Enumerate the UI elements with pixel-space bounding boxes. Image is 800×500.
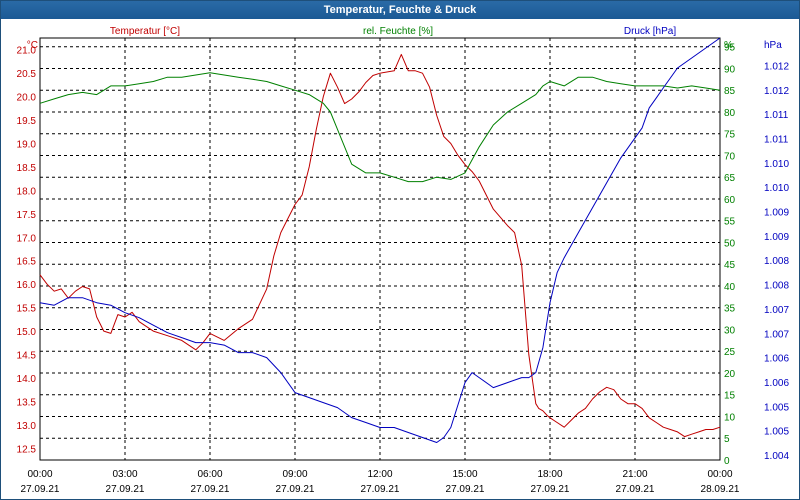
chart-title: Temperatur, Feuchte & Druck <box>1 1 799 19</box>
press-tick-label: 1.008 <box>764 256 789 267</box>
x-tick-date: 27.09.21 <box>446 484 485 495</box>
press-axis-title: Druck [hPa] <box>624 26 676 37</box>
temp-tick-label: 13.0 <box>17 421 37 432</box>
hum-tick-label: 95 <box>724 43 736 54</box>
press-tick-label: 1.012 <box>764 86 789 97</box>
press-tick-label: 1.007 <box>764 329 789 340</box>
temp-tick-label: 13.5 <box>17 397 37 408</box>
press-tick-label: 1.011 <box>764 110 789 121</box>
temp-tick-label: 12.5 <box>17 444 37 455</box>
hum-series-line <box>39 72 721 183</box>
x-tick-time: 18:00 <box>537 469 562 480</box>
temp-tick-label: 21.0 <box>17 46 37 57</box>
press-tick-label: 1.006 <box>764 378 789 389</box>
press-tick-label: 1.010 <box>764 183 789 194</box>
press-tick-label: 1.007 <box>764 305 789 316</box>
hum-tick-label: 65 <box>724 173 736 184</box>
press-tick-label: 1.008 <box>764 281 789 292</box>
hum-tick-label: 25 <box>724 347 736 358</box>
hum-tick-label: 40 <box>724 282 736 293</box>
x-tick-time: 00:00 <box>707 469 732 480</box>
temp-tick-label: 17.5 <box>17 210 37 221</box>
x-tick-time: 15:00 <box>452 469 477 480</box>
hum-tick-label: 50 <box>724 238 736 249</box>
press-tick-label: 1.009 <box>764 208 789 219</box>
hum-tick-label: 70 <box>724 151 736 162</box>
temp-tick-label: 18.0 <box>17 186 37 197</box>
x-tick-time: 12:00 <box>367 469 392 480</box>
x-tick-date: 27.09.21 <box>276 484 315 495</box>
temp-tick-label: 18.5 <box>17 163 37 174</box>
hum-tick-label: 85 <box>724 86 736 97</box>
press-tick-label: 1.006 <box>764 354 789 365</box>
x-tick-date: 27.09.21 <box>106 484 145 495</box>
hum-tick-label: 0 <box>724 456 730 467</box>
hum-tick-label: 10 <box>724 412 736 423</box>
hum-tick-label: 60 <box>724 195 736 206</box>
hum-tick-label: 90 <box>724 64 736 75</box>
temp-tick-label: 14.5 <box>17 351 37 362</box>
x-tick-time: 06:00 <box>197 469 222 480</box>
press-tick-label: 1.005 <box>764 427 789 438</box>
x-tick-date: 27.09.21 <box>191 484 230 495</box>
press-unit-label: hPa <box>764 40 782 51</box>
x-tick-date: 27.09.21 <box>616 484 655 495</box>
hum-axis-title: rel. Feuchte [%] <box>363 26 433 37</box>
temp-unit-label: °C <box>27 40 38 51</box>
hum-unit-label: % <box>724 40 733 51</box>
x-tick-time: 03:00 <box>112 469 137 480</box>
temp-tick-label: 20.5 <box>17 69 37 80</box>
temp-axis-title: Temperatur [°C] <box>110 26 180 37</box>
press-tick-label: 1.011 <box>764 135 789 146</box>
x-tick-date: 28.09.21 <box>701 484 740 495</box>
x-tick-date: 27.09.21 <box>361 484 400 495</box>
temp-tick-label: 15.5 <box>17 304 37 315</box>
hum-tick-label: 45 <box>724 260 736 271</box>
series-layer <box>39 37 721 443</box>
x-tick-time: 00:00 <box>27 469 52 480</box>
press-tick-label: 1.010 <box>764 159 789 170</box>
press-tick-label: 1.012 <box>764 61 789 72</box>
x-tick-time: 09:00 <box>282 469 307 480</box>
temp-tick-label: 16.0 <box>17 280 37 291</box>
hum-tick-label: 75 <box>724 130 736 141</box>
temp-series-line <box>39 53 721 438</box>
labels-layer: 00:00 27.09.21 03:00 27.09.21 06:00 27.09.21 0… <box>17 26 790 495</box>
temp-tick-label: 19.0 <box>17 140 37 151</box>
temp-tick-label: 16.5 <box>17 257 37 268</box>
x-tick-time: 21:00 <box>622 469 647 480</box>
temp-tick-label: 15.0 <box>17 327 37 338</box>
temp-tick-label: 14.0 <box>17 374 37 385</box>
hum-tick-label: 30 <box>724 325 736 336</box>
temp-tick-label: 17.0 <box>17 233 37 244</box>
press-series-line <box>39 37 721 443</box>
hum-tick-label: 5 <box>724 434 730 445</box>
x-tick-date: 27.09.21 <box>531 484 570 495</box>
hum-tick-label: 15 <box>724 391 736 402</box>
temp-tick-label: 20.0 <box>17 93 37 104</box>
hum-tick-label: 35 <box>724 304 736 315</box>
hum-tick-label: 80 <box>724 108 736 119</box>
temp-tick-label: 19.5 <box>17 116 37 127</box>
press-tick-label: 1.005 <box>764 402 789 413</box>
x-tick-date: 27.09.21 <box>21 484 60 495</box>
hum-tick-label: 55 <box>724 217 736 228</box>
hum-tick-label: 20 <box>724 369 736 380</box>
press-tick-label: 1.004 <box>764 451 789 462</box>
grid-layer <box>39 37 721 461</box>
press-tick-label: 1.009 <box>764 232 789 243</box>
